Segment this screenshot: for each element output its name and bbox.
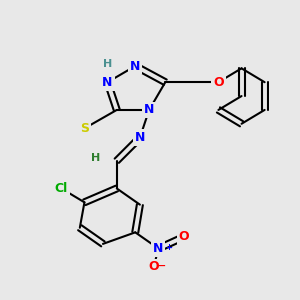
Text: N: N (135, 131, 145, 144)
Text: N: N (144, 103, 154, 116)
Text: H: H (103, 59, 112, 69)
Text: N: N (153, 242, 164, 255)
Text: −: − (158, 261, 166, 271)
Text: +: + (165, 243, 172, 252)
Text: N: N (102, 76, 113, 89)
Text: S: S (80, 122, 89, 135)
Text: N: N (130, 59, 140, 73)
Text: H: H (92, 153, 100, 164)
Text: Cl: Cl (55, 182, 68, 195)
Text: O: O (178, 230, 189, 244)
Text: O: O (213, 76, 224, 89)
Text: O: O (148, 260, 159, 274)
